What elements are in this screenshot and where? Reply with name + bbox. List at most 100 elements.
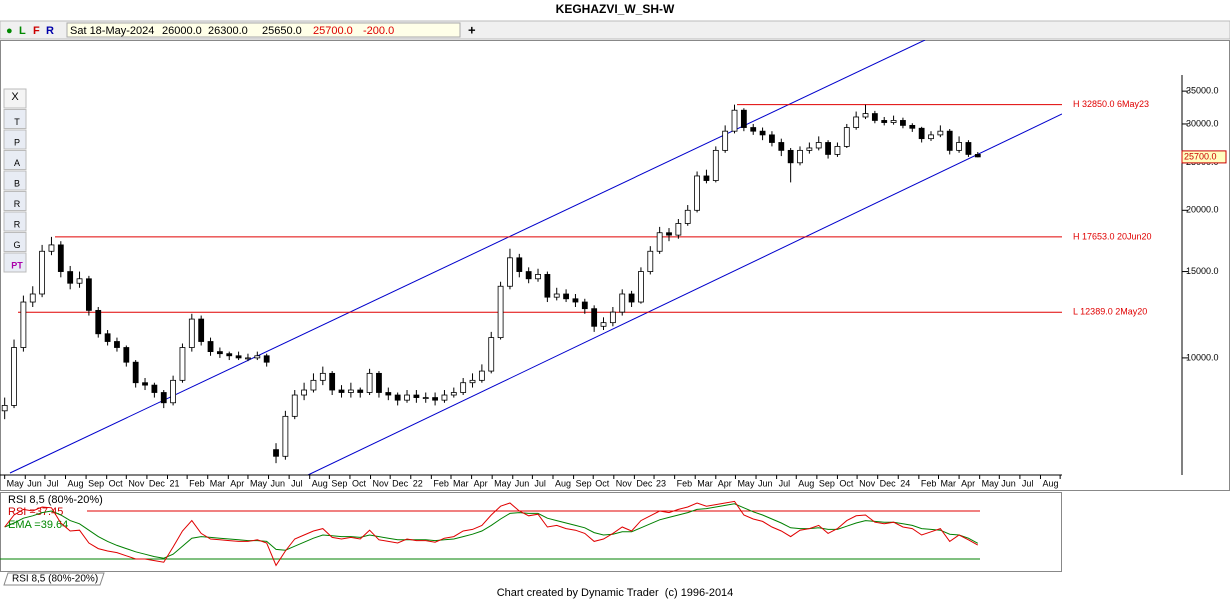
candle-body (974, 154, 981, 158)
candle-body (460, 382, 467, 393)
candle-body (450, 392, 457, 396)
candle-body (572, 298, 579, 303)
candle-body (432, 397, 438, 401)
candle-body (740, 109, 747, 128)
x-tick-label: Apr (474, 478, 488, 488)
tool-button[interactable] (3, 109, 27, 129)
candle-body (581, 301, 588, 310)
tool-label[interactable]: R (14, 199, 21, 209)
candles (1, 104, 981, 464)
button-l[interactable]: L (19, 25, 26, 37)
x-tick-label: Jul (534, 478, 546, 488)
candle-body (329, 372, 336, 391)
candle-body (525, 271, 532, 280)
candle-body (965, 142, 972, 155)
tool-label[interactable]: G (13, 240, 20, 250)
candle-body (834, 145, 841, 155)
x-tick-label: 22 (413, 478, 423, 488)
tool-label[interactable]: P (14, 137, 20, 147)
candle-body (684, 209, 691, 224)
candle-body (385, 392, 392, 396)
candle-body (956, 142, 962, 151)
tool-button[interactable] (3, 88, 27, 109)
candle-body (291, 394, 298, 417)
candle-body (310, 379, 317, 391)
tool-label[interactable]: T (14, 117, 20, 127)
tab-label[interactable]: RSI 8,5 (80%-20%) (12, 574, 98, 585)
candle-body (600, 322, 607, 327)
candle-body (853, 116, 860, 128)
candle-body (609, 311, 616, 324)
tool-button[interactable] (3, 232, 27, 252)
candle-body (366, 372, 373, 393)
candle-body (544, 274, 551, 298)
x-tick-label: 24 (900, 478, 910, 488)
candle-body (207, 341, 214, 353)
candle-body (263, 355, 270, 363)
candle-body (946, 130, 953, 151)
candle-body (20, 301, 27, 348)
x-tick-label: Feb (189, 478, 205, 488)
candle-body (750, 127, 757, 132)
x-tick-label: Jun (758, 478, 773, 488)
tool-button[interactable] (3, 150, 27, 170)
candle-body (1, 405, 8, 412)
candle-body (656, 232, 663, 252)
info-high: 26300.0 (208, 25, 248, 37)
candle-body (170, 379, 177, 404)
x-tick-label: Oct (839, 478, 854, 488)
add-button[interactable]: + (468, 22, 476, 37)
candle-body (282, 415, 289, 457)
x-tick-label: Jun (271, 478, 286, 488)
tool-label[interactable]: B (14, 178, 20, 188)
candle-body (619, 293, 626, 313)
tool-button[interactable] (3, 129, 27, 150)
tab[interactable] (3, 572, 105, 586)
x-tick-label: May (737, 478, 755, 488)
candle-body (478, 370, 485, 381)
tool-label[interactable]: PT (11, 260, 23, 270)
x-tick-label: May (982, 478, 1000, 488)
candle-body (469, 379, 476, 384)
tool-button[interactable] (3, 191, 27, 211)
candle-body (900, 120, 906, 126)
x-tick-label: Nov (859, 478, 876, 488)
tool-button[interactable] (3, 211, 27, 232)
candle-body (413, 394, 420, 398)
candle-body (722, 130, 729, 151)
x-tick-label: Feb (921, 478, 937, 488)
x-tick-label: 21 (169, 478, 179, 488)
candle-body (890, 120, 897, 123)
x-tick-label: Feb (433, 478, 449, 488)
channel-lower (307, 113, 1062, 475)
x-tick-label: Dec (636, 478, 653, 488)
button-f[interactable]: F (33, 25, 40, 37)
tool-button[interactable] (3, 170, 27, 191)
candle-body (273, 449, 279, 457)
candle-body (638, 271, 644, 303)
candle-body (95, 309, 102, 335)
info-change: -200.0 (363, 25, 394, 37)
y-tick-label: 35000.0 (1186, 86, 1219, 96)
candle-body (319, 372, 326, 381)
tool-label[interactable]: X (11, 91, 19, 103)
tool-button[interactable] (3, 252, 27, 273)
candle-body (188, 318, 195, 348)
candle-body (694, 175, 700, 211)
x-tick-label: Dec (149, 478, 166, 488)
candle-body (937, 130, 944, 136)
candle-body (301, 389, 307, 396)
x-tick-label: Aug (67, 478, 83, 488)
rsi-panel (0, 492, 1062, 572)
footer: Chart created by Dynamic Trader (c) 1996… (497, 587, 734, 599)
tool-label[interactable]: R (14, 219, 21, 229)
tool-label[interactable]: A (14, 158, 20, 168)
x-tick-label: Jun (1001, 478, 1016, 488)
button-r[interactable]: R (46, 25, 54, 37)
rsi-title: RSI 8,5 (80%-20%) (8, 494, 103, 506)
status-dot[interactable]: ● (6, 25, 13, 37)
candle-body (179, 347, 186, 381)
candle-body (787, 149, 794, 164)
candle-body (666, 232, 672, 236)
